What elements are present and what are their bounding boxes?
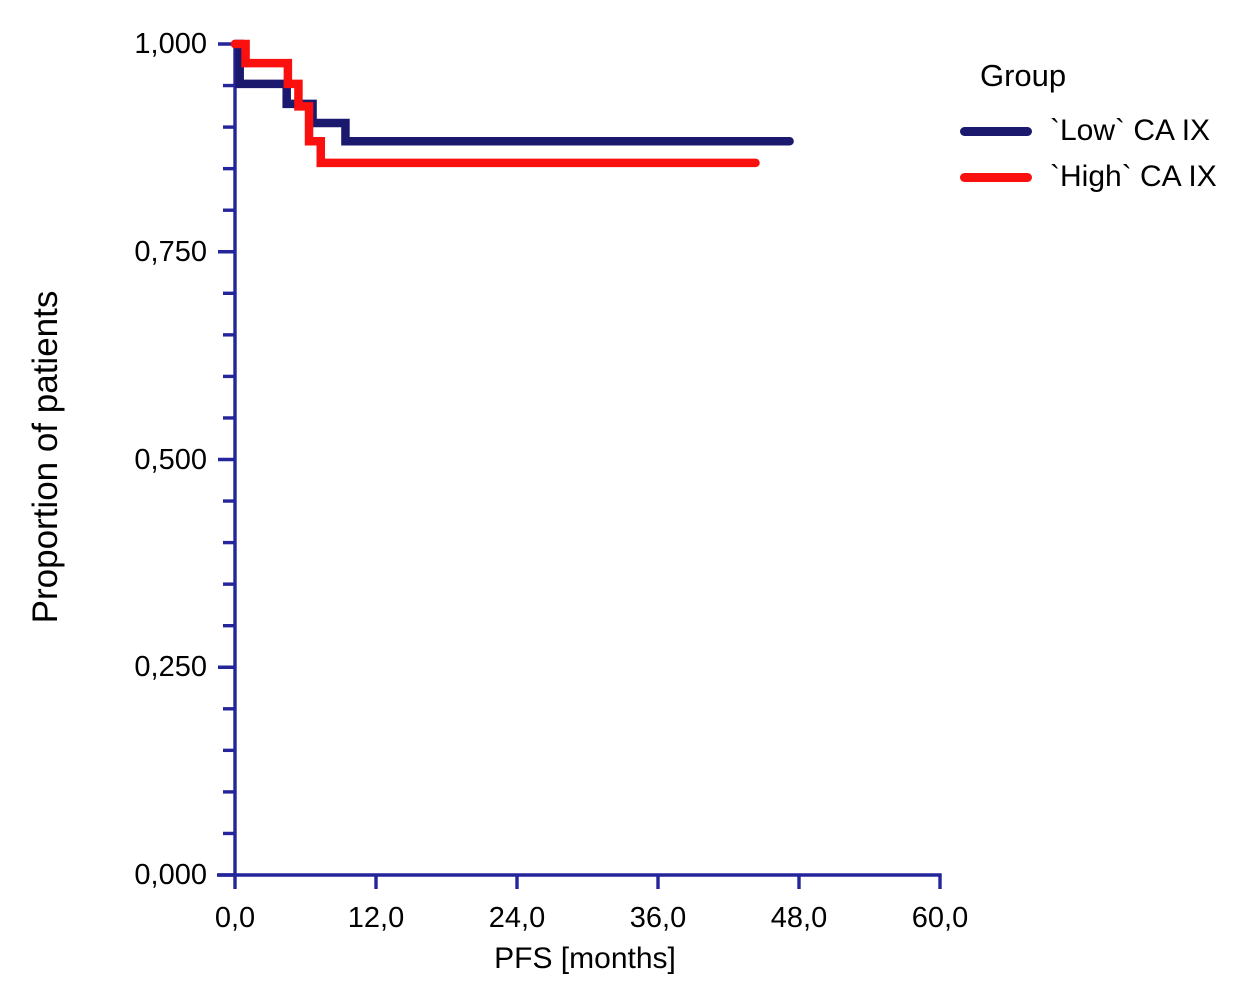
y-tick-label: 0,250 bbox=[134, 651, 207, 684]
legend: Group `Low` CA IX `High` CA IX bbox=[960, 58, 1217, 206]
legend-label-high: `High` CA IX bbox=[1050, 160, 1217, 193]
x-tick-label: 24,0 bbox=[488, 902, 546, 934]
high-ca-ix-line-swatch bbox=[960, 172, 1032, 182]
legend-item-high: `High` CA IX bbox=[960, 160, 1217, 194]
legend-label-low: `Low` CA IX bbox=[1050, 114, 1211, 147]
low-ca-ix-line-swatch bbox=[960, 126, 1032, 136]
y-tick-label: 0,000 bbox=[134, 859, 207, 891]
x-tick-label: 36,0 bbox=[629, 902, 687, 934]
y-tick-label: 1,000 bbox=[134, 28, 207, 60]
y-tick-label: 0,750 bbox=[134, 235, 207, 268]
km-curve-low bbox=[230, 39, 794, 146]
x-tick-label: 12,0 bbox=[347, 902, 405, 934]
legend-title: Group bbox=[980, 58, 1067, 93]
x-tick-label: 0,0 bbox=[214, 902, 256, 934]
x-tick-label: 60,0 bbox=[911, 902, 969, 934]
y-tick-label: 0,500 bbox=[134, 443, 207, 476]
x-tick-label: 48,0 bbox=[770, 902, 828, 934]
x-axis-title: PFS [months] bbox=[494, 942, 676, 975]
km-curve-high bbox=[230, 39, 760, 168]
legend-item-low: `Low` CA IX bbox=[960, 114, 1217, 148]
